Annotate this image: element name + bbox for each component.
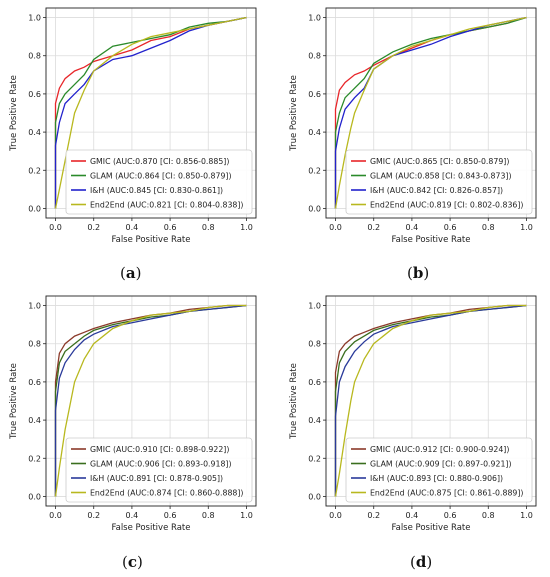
y-tick-label: 0.8: [308, 52, 321, 61]
x-axis-label: False Positive Rate: [112, 523, 191, 533]
legend: GMIC (AUC:0.912 [CI: 0.900-0.924]) GLAM (…: [345, 437, 533, 503]
y-tick-label: 0.0: [308, 204, 321, 213]
legend-entry: End2End (AUC:0.821 [CI: 0.804-0.838]): [90, 201, 243, 210]
roc-chart-b: 0.0 0.2 0.4 0.6 0.8 1.0 0.0 0.2 0.4 0.6 0.8 1.0 Fals…: [289, 7, 537, 245]
legend: GMIC (AUC:0.865 [CI: 0.850-0.879]) GLAM (…: [345, 149, 533, 215]
x-tick-label: 0.0: [49, 511, 62, 520]
x-tick-label: 0.0: [49, 223, 62, 232]
y-tick-label: 0.6: [308, 90, 321, 99]
caption-a: (a): [120, 264, 142, 282]
x-tick-label: 0.4: [126, 223, 139, 232]
legend-entry: GMIC (AUC:0.910 [CI: 0.898-0.922]): [90, 445, 229, 454]
roc-chart-d: 0.0 0.2 0.4 0.6 0.8 1.0 0.0 0.2 0.4 0.6 0.8 1.0 Fals…: [289, 295, 537, 533]
x-tick-label: 0.0: [329, 511, 342, 520]
series-line-1: [334, 16, 527, 209]
y-axis-label: True Positive Rate: [289, 75, 299, 152]
x-tick-label: 0.2: [367, 223, 380, 232]
legend-entry: GLAM (AUC:0.909 [CI: 0.897-0.921]): [370, 460, 512, 469]
series-line-1: [54, 16, 247, 209]
plot-frame: [45, 295, 257, 507]
x-tick-label: 0.0: [329, 223, 342, 232]
legend-entry: GLAM (AUC:0.906 [CI: 0.893-0.918]): [90, 460, 232, 469]
y-tick-label: 1.0: [28, 14, 41, 23]
legend-entry: End2End (AUC:0.874 [CI: 0.860-0.888]): [90, 489, 243, 498]
series-line-3: [334, 16, 527, 209]
legend-entry: GLAM (AUC:0.858 [CI: 0.843-0.873]): [370, 172, 512, 181]
x-tick-label: 0.4: [126, 511, 139, 520]
series-line-2: [334, 304, 527, 497]
series-line-2: [54, 304, 247, 497]
y-tick-label: 0.4: [28, 128, 41, 137]
y-tick-label: 0.6: [308, 378, 321, 387]
y-tick-label: 0.0: [308, 492, 321, 501]
x-tick-label: 1.0: [520, 223, 533, 232]
legend-entry: GLAM (AUC:0.864 [CI: 0.850-0.879]): [90, 172, 232, 181]
x-tick-label: 0.8: [482, 511, 495, 520]
y-tick-label: 1.0: [28, 302, 41, 311]
series-line-3: [334, 304, 527, 497]
y-tick-label: 1.0: [308, 302, 321, 311]
plot-frame: [325, 295, 537, 507]
roc-chart-c: 0.0 0.2 0.4 0.6 0.8 1.0 0.0 0.2 0.4 0.6 0.8 1.0 Fals…: [9, 295, 257, 533]
y-tick-label: 0.6: [28, 90, 41, 99]
x-axis-label: False Positive Rate: [392, 523, 471, 533]
roc-chart-a: 0.0 0.2 0.4 0.6 0.8 1.0 0.0 0.2 0.4 0.6 0.8 1.0 Fals…: [9, 7, 257, 245]
x-tick-label: 0.8: [482, 223, 495, 232]
y-tick-label: 0.2: [28, 454, 41, 463]
y-tick-label: 0.0: [28, 492, 41, 501]
legend: GMIC (AUC:0.910 [CI: 0.898-0.922]) GLAM (…: [65, 437, 253, 503]
legend-entry: GMIC (AUC:0.912 [CI: 0.900-0.924]): [370, 445, 509, 454]
y-tick-label: 0.8: [28, 340, 41, 349]
y-tick-label: 0.6: [28, 378, 41, 387]
y-axis-label: True Positive Rate: [9, 75, 19, 152]
x-tick-label: 0.6: [444, 511, 457, 520]
legend-entry: I&H (AUC:0.893 [CI: 0.880-0.906]): [370, 474, 503, 483]
x-axis-label: False Positive Rate: [112, 235, 191, 245]
caption-d: (d): [410, 553, 433, 571]
caption-c: (c): [122, 553, 143, 571]
x-tick-label: 1.0: [240, 223, 253, 232]
y-tick-label: 0.2: [308, 454, 321, 463]
y-tick-label: 0.4: [308, 128, 321, 137]
x-tick-label: 0.6: [164, 511, 177, 520]
plot-frame: [325, 7, 537, 219]
x-tick-label: 0.6: [164, 223, 177, 232]
x-tick-label: 0.8: [202, 223, 215, 232]
y-tick-label: 0.2: [28, 166, 41, 175]
legend-entry: GMIC (AUC:0.865 [CI: 0.850-0.879]): [370, 157, 509, 166]
x-tick-label: 0.2: [87, 511, 100, 520]
x-tick-label: 0.2: [87, 223, 100, 232]
y-axis-label: True Positive Rate: [289, 363, 299, 440]
legend-entry: I&H (AUC:0.842 [CI: 0.826-0.857]): [370, 186, 503, 195]
y-axis-label: True Positive Rate: [9, 363, 19, 440]
y-tick-label: 0.8: [28, 52, 41, 61]
x-tick-label: 1.0: [240, 511, 253, 520]
legend-entry: End2End (AUC:0.819 [CI: 0.802-0.836]): [370, 201, 523, 210]
x-tick-label: 0.8: [202, 511, 215, 520]
y-tick-label: 0.2: [308, 166, 321, 175]
caption-b: (b): [407, 264, 430, 282]
x-tick-label: 1.0: [520, 511, 533, 520]
y-tick-label: 0.4: [28, 416, 41, 425]
legend-entry: I&H (AUC:0.845 [CI: 0.830-0.861]): [90, 186, 223, 195]
plot-frame: [45, 7, 257, 219]
x-tick-label: 0.4: [406, 511, 419, 520]
legend-entry: End2End (AUC:0.875 [CI: 0.861-0.889]): [370, 489, 523, 498]
x-tick-label: 0.2: [367, 511, 380, 520]
x-axis-label: False Positive Rate: [392, 235, 471, 245]
x-tick-label: 0.4: [406, 223, 419, 232]
series-line-3: [54, 304, 247, 497]
y-tick-label: 0.4: [308, 416, 321, 425]
x-tick-label: 0.6: [444, 223, 457, 232]
y-tick-label: 0.0: [28, 204, 41, 213]
y-tick-label: 1.0: [308, 14, 321, 23]
legend: GMIC (AUC:0.870 [CI: 0.856-0.885]) GLAM (…: [65, 149, 253, 215]
legend-entry: GMIC (AUC:0.870 [CI: 0.856-0.885]): [90, 157, 229, 166]
legend-entry: I&H (AUC:0.891 [CI: 0.878-0.905]): [90, 474, 223, 483]
y-tick-label: 0.8: [308, 340, 321, 349]
